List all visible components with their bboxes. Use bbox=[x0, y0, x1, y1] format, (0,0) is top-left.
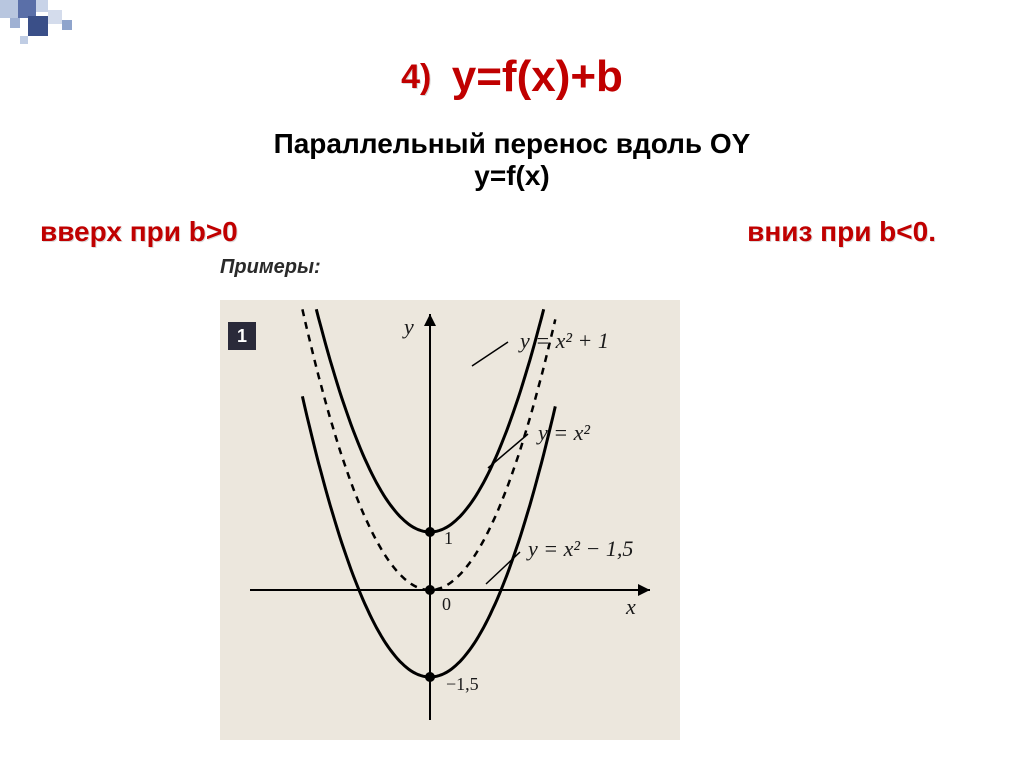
title-formula: y=f(x)+b bbox=[452, 52, 623, 101]
subtitle-line1: Параллельный перенос вдоль OY bbox=[274, 128, 751, 159]
examples-label: Примеры: bbox=[220, 256, 321, 279]
svg-text:0: 0 bbox=[442, 594, 451, 614]
subtitle-line2: y=f(x) bbox=[474, 160, 549, 191]
svg-text:−1,5: −1,5 bbox=[446, 674, 479, 694]
svg-text:y = x² − 1,5: y = x² − 1,5 bbox=[526, 536, 633, 561]
svg-text:y: y bbox=[402, 314, 414, 339]
condition-down: вниз при b<0. bbox=[747, 216, 936, 248]
condition-up: вверх при b>0 bbox=[40, 216, 238, 248]
svg-text:1: 1 bbox=[444, 528, 453, 548]
svg-text:x: x bbox=[625, 594, 636, 619]
corner-decoration bbox=[0, 0, 90, 50]
parabola-chart: y x 1 0 −1,5 y = x² + 1 y = x² y = x² − 1,5 bbox=[220, 300, 680, 740]
subtitle: Параллельный перенос вдоль OY y=f(x) bbox=[0, 128, 1024, 192]
svg-text:y = x²: y = x² bbox=[536, 420, 590, 445]
example-number-badge: 1 bbox=[228, 322, 256, 350]
svg-text:y = x² + 1: y = x² + 1 bbox=[518, 328, 609, 353]
chart-container: 1 y x 1 0 −1,5 y = x² + 1 y = x² y = x² − 1,5 bbox=[220, 300, 740, 750]
section-number: 4) bbox=[401, 58, 431, 96]
title-row: 4) y=f(x)+b bbox=[0, 52, 1024, 102]
